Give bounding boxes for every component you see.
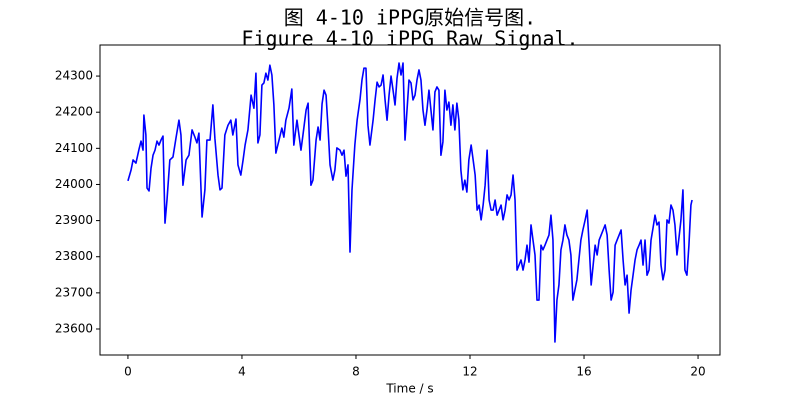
chart-title: 图 4-10 iPPG原始信号图. xyxy=(284,6,536,30)
y-tick-label: 24200 xyxy=(55,105,93,119)
x-tick-label: 8 xyxy=(352,365,360,379)
plot-frame xyxy=(99,44,721,356)
x-axis-label: Time / s xyxy=(385,382,433,396)
y-tick-label: 23600 xyxy=(55,321,93,335)
y-tick-label: 23700 xyxy=(55,285,93,299)
x-tick-label: 12 xyxy=(462,365,477,379)
y-tick-label: 24000 xyxy=(55,177,93,191)
x-tick-label: 16 xyxy=(576,365,591,379)
chart-subtitle: Figure 4-10 iPPG Raw Signal. xyxy=(241,27,578,51)
signal-line xyxy=(127,62,693,343)
x-tick-label: 4 xyxy=(238,365,246,379)
y-tick-label: 24100 xyxy=(55,141,93,155)
y-tick-label: 24300 xyxy=(55,69,93,83)
y-tick-label: 23800 xyxy=(55,249,93,263)
x-tick-label: 20 xyxy=(690,365,705,379)
x-tick-label: 0 xyxy=(124,365,132,379)
y-tick-label: 23900 xyxy=(55,213,93,227)
